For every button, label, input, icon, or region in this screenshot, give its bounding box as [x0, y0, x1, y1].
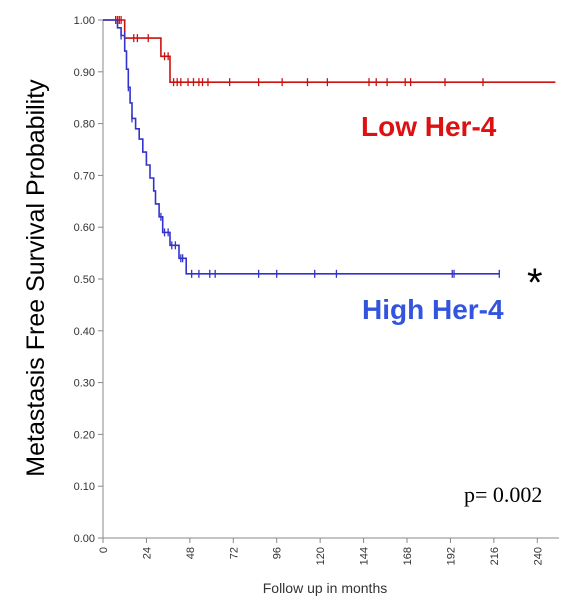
y-tick-label: 0.70 — [74, 170, 95, 182]
y-tick-label: 0.30 — [74, 378, 95, 390]
x-tick-label: 0 — [98, 547, 110, 553]
p-value-label: p= 0.002 — [464, 482, 542, 507]
x-tick-label: 192 — [445, 547, 457, 565]
y-tick-label: 0.20 — [74, 429, 95, 441]
y-tick-label: 0.10 — [74, 481, 95, 493]
x-tick-label: 120 — [315, 547, 327, 565]
x-axis-label: Follow up in months — [263, 580, 388, 596]
series-layer — [103, 16, 556, 278]
y-tick-label: 1.00 — [74, 15, 95, 27]
y-tick-label: 0.00 — [74, 533, 95, 545]
low-her-4-survival-line — [103, 19, 556, 83]
x-axis-ticks: 0 24 48 72 96 120 144 168 192 216 240 — [98, 538, 544, 565]
y-tick-label: 0.90 — [74, 67, 95, 79]
x-tick-label: 24 — [141, 547, 153, 559]
y-tick-label: 0.80 — [74, 119, 95, 131]
x-tick-label: 240 — [532, 547, 544, 565]
high-her4-label: High Her-4 — [362, 294, 504, 325]
y-axis-label: Metastasis Free Survival Probability — [22, 79, 50, 477]
x-tick-label: 168 — [402, 547, 414, 565]
y-tick-label: 0.50 — [74, 274, 95, 286]
x-tick-label: 48 — [185, 547, 197, 559]
significance-asterisk: * — [527, 261, 543, 305]
y-tick-label: 0.40 — [74, 326, 95, 338]
x-tick-label: 72 — [228, 547, 240, 559]
y-tick-label: 0.60 — [74, 222, 95, 234]
x-tick-label: 216 — [489, 547, 501, 565]
x-tick-label: 144 — [359, 547, 371, 565]
y-axis-ticks: 0.00 0.10 0.20 0.30 0.40 0.50 0.60 0.70 0.80 0.90… — [74, 15, 103, 545]
high-her-4-survival-line — [103, 19, 500, 275]
low-her4-label: Low Her-4 — [361, 111, 497, 142]
low-her-4-series — [103, 16, 556, 87]
x-tick-label: 96 — [272, 547, 284, 559]
high-her-4-series — [103, 19, 500, 278]
